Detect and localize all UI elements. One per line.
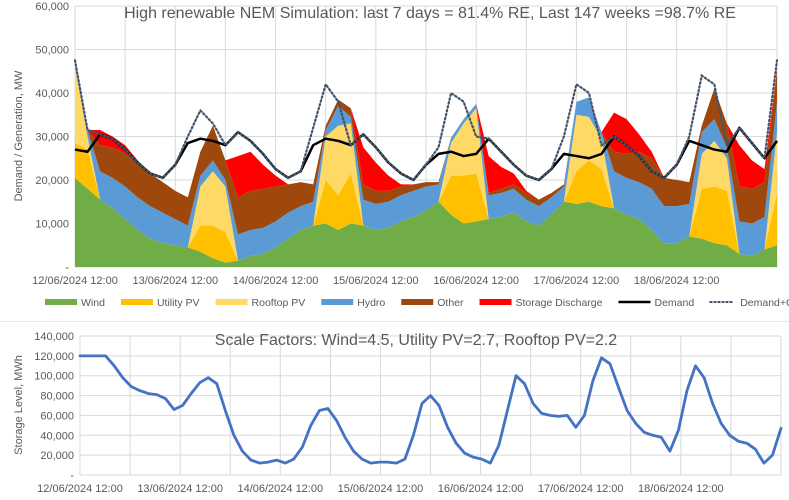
stacked-areas — [75, 58, 777, 267]
legend-label: Rooftop PV — [252, 297, 306, 309]
bot-ytick-label: 80,000 — [40, 391, 74, 403]
bot-xtick-label: 15/06/2024 12:00 — [338, 483, 424, 495]
legend-swatch — [215, 299, 248, 305]
top-xtick-label: 18/06/2024 12:00 — [634, 275, 720, 287]
top-ytick-label: 30,000 — [35, 132, 69, 144]
y-axis-label: Demand / Generation, MW — [13, 70, 25, 201]
legend-item-wind: Wind — [45, 297, 105, 309]
legend-item-rooftop-pv: Rooftop PV — [215, 297, 306, 309]
legend-label: Hydro — [357, 297, 385, 309]
bot-xtick-label: 13/06/2024 12:00 — [137, 483, 223, 495]
top-ytick-label: 50,000 — [35, 45, 69, 57]
legend-label: Other — [437, 297, 464, 309]
legend-label: Demand+Charge — [740, 297, 789, 309]
legend-item-hydro: Hydro — [321, 297, 385, 309]
y-axis-ticks: - 10,000 20,000 30,000 40,000 50,000 60,000 — [35, 1, 69, 274]
legend-item-storage-discharge: Storage Discharge — [479, 297, 603, 309]
top-xtick-label: 15/06/2024 12:00 — [333, 275, 419, 287]
bot-ytick-label: 60,000 — [40, 410, 74, 422]
bot-xtick-label: 12/06/2024 12:00 — [37, 483, 123, 495]
legend-label: Storage Discharge — [516, 297, 603, 309]
top-ytick-label: - — [65, 262, 69, 274]
legend-label: Wind — [81, 297, 105, 309]
divider — [0, 321, 789, 322]
area-storage-discharge — [75, 58, 777, 200]
chart-title: Scale Factors: Wind=4.5, Utility PV=2.7,… — [215, 332, 618, 349]
x-axis-ticks: 12/06/2024 12:00 13/06/2024 12:00 14/06/20… — [32, 275, 719, 287]
legend-item-demand: Demand — [618, 297, 694, 309]
legend-swatch — [120, 299, 153, 305]
bot-xtick-label: 17/06/2024 12:00 — [538, 483, 624, 495]
top-ytick-label: 40,000 — [35, 88, 69, 100]
top-xtick-label: 13/06/2024 12:00 — [132, 275, 218, 287]
bot-ytick-label: 20,000 — [40, 450, 74, 462]
x-axis-ticks: 12/06/2024 12:00 13/06/2024 12:00 14/06/20… — [37, 483, 723, 495]
top-xtick-label: 12/06/2024 12:00 — [32, 275, 118, 287]
legend-swatch — [321, 299, 354, 305]
legend-swatch — [401, 299, 434, 305]
line-demand-charge — [73, 59, 779, 182]
demand-lines — [73, 59, 779, 182]
bot-xtick-label: 18/06/2024 12:00 — [638, 483, 724, 495]
area-wind — [75, 177, 777, 267]
top-xtick-label: 16/06/2024 12:00 — [433, 275, 519, 287]
legend-item-demand-charge: Demand+Charge — [709, 297, 789, 309]
legend-swatch — [479, 299, 512, 305]
bot-ytick-label: 120,000 — [34, 351, 74, 363]
legend-swatch — [45, 299, 77, 305]
top-xtick-label: 14/06/2024 12:00 — [233, 275, 319, 287]
legend: Wind Utility PV Rooftop PV Hydro Other Storag… — [45, 297, 789, 309]
bot-xtick-label: 16/06/2024 12:00 — [438, 483, 524, 495]
bot-ytick-label: 100,000 — [34, 371, 74, 383]
y-axis-ticks: - 20,000 40,000 60,000 80,000 100,000 120,000 1… — [34, 331, 74, 482]
bot-xtick-label: 14/06/2024 12:00 — [237, 483, 323, 495]
bot-ytick-label: 140,000 — [34, 331, 74, 343]
area-utility-pv — [75, 143, 777, 263]
legend-item-other: Other — [401, 297, 464, 309]
bot-ytick-label: 40,000 — [40, 430, 74, 442]
top-xtick-label: 17/06/2024 12:00 — [534, 275, 620, 287]
generation-chart: - 10,000 20,000 30,000 40,000 50,000 60,000 12… — [13, 1, 789, 309]
line-storage-level — [78, 354, 783, 465]
chart-title: High renewable NEM Simulation: last 7 da… — [124, 5, 736, 22]
area-other — [75, 58, 777, 235]
top-ytick-label: 10,000 — [35, 219, 69, 231]
y-axis-label: Storage Level, MWh — [13, 355, 25, 455]
storage-line — [78, 354, 783, 465]
legend-item-utility-pv: Utility PV — [120, 297, 200, 309]
bot-ytick-label: - — [70, 470, 74, 482]
top-ytick-label: 20,000 — [35, 175, 69, 187]
top-ytick-label: 60,000 — [35, 1, 69, 13]
gridlines — [79, 335, 782, 476]
legend-label: Utility PV — [157, 297, 200, 309]
legend-label: Demand — [654, 297, 694, 309]
